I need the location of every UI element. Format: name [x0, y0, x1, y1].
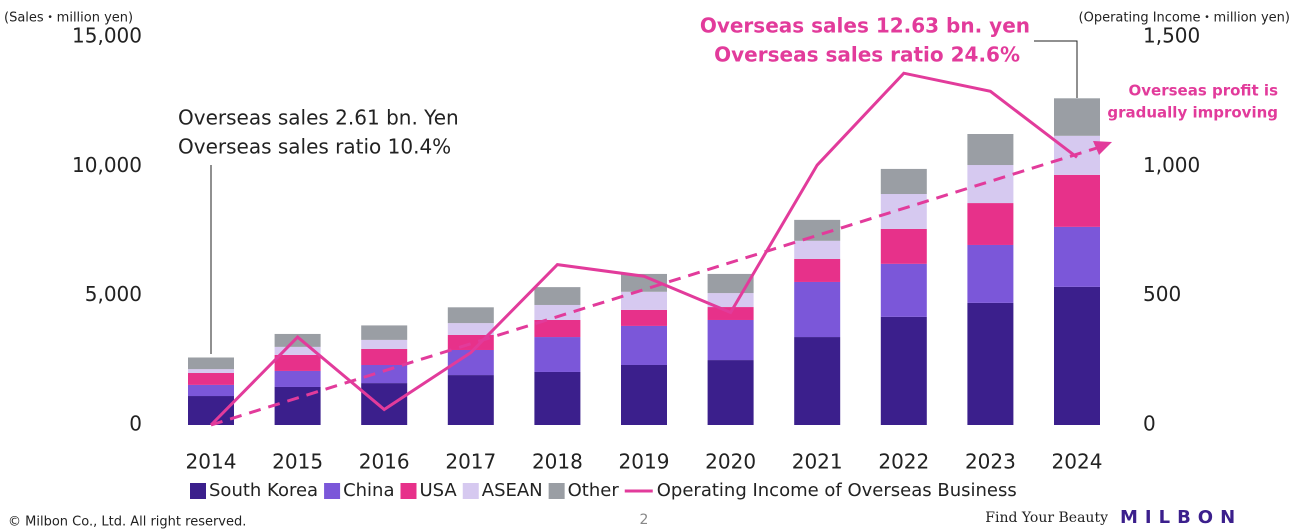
- bar-segment: [534, 319, 581, 338]
- bar-segment: [274, 333, 321, 347]
- bar-segment: [1054, 286, 1100, 425]
- tagline: Find Your Beauty: [985, 510, 1108, 526]
- y2-tick-label: 1,500: [1143, 24, 1200, 48]
- bar-segment: [621, 309, 667, 326]
- legend-swatch: [462, 483, 479, 499]
- bar-segment: [880, 263, 927, 317]
- y2-tick-label: 0: [1143, 412, 1156, 436]
- bar-segment: [707, 360, 754, 425]
- bar-segment: [880, 316, 927, 425]
- bar-segment: [1054, 174, 1100, 227]
- annotation: Overseas sales 2.61 bn. Yen: [178, 106, 459, 130]
- bar-segment: [967, 134, 1014, 166]
- y-tick-label: 10,000: [72, 153, 142, 177]
- legend-swatch: [400, 483, 417, 499]
- annotation: Overseas sales ratio 24.6%: [714, 43, 1020, 67]
- bar-segment: [447, 307, 494, 324]
- legend-swatch: [324, 483, 341, 499]
- bar-segment: [967, 244, 1014, 303]
- bar-segment: [794, 258, 841, 282]
- legend-label: Other: [568, 480, 620, 501]
- bar-segment: [274, 346, 321, 355]
- y2-axis-label: (Operating Income・million yen): [1079, 11, 1290, 26]
- bar-segment: [621, 291, 667, 310]
- bar-segment: [1054, 226, 1100, 287]
- copyright: © Milbon Co., Ltd. All right reserved.: [8, 515, 246, 530]
- bar-segment: [534, 337, 581, 372]
- annotation: Overseas sales 12.63 bn. yen: [700, 14, 1030, 38]
- x-tick-label: 2014: [186, 450, 237, 474]
- bar-segment: [967, 165, 1014, 204]
- x-tick-label: 2020: [705, 450, 756, 474]
- bar-segment: [188, 357, 234, 370]
- x-tick-label: 2017: [445, 450, 496, 474]
- legend-swatch: [190, 483, 206, 499]
- bar-segment: [707, 293, 754, 308]
- x-tick-label: 2015: [272, 450, 323, 474]
- legend-label: China: [343, 480, 394, 501]
- trend-arrow: [210, 145, 1101, 427]
- x-tick-label: 2016: [359, 450, 410, 474]
- bar-segment: [1054, 98, 1100, 136]
- bar-segment: [534, 304, 581, 320]
- y2-tick-label: 500: [1143, 282, 1181, 306]
- bar-segment: [794, 240, 841, 259]
- bar-segment: [707, 319, 754, 361]
- income-line: [209, 71, 1078, 427]
- bar-segment: [880, 228, 927, 264]
- bar-segment: [880, 194, 927, 229]
- bar-segment: [361, 348, 408, 365]
- bar-segment: [621, 364, 667, 425]
- legend-label: Operating Income of Overseas Business: [657, 480, 1017, 501]
- annotation: gradually improving: [1107, 104, 1278, 122]
- bar-segment: [361, 339, 408, 349]
- bar-segment: [274, 370, 321, 387]
- y-tick-label: 5,000: [85, 282, 142, 306]
- legend-label: ASEAN: [482, 480, 543, 501]
- legend-label: USA: [420, 480, 458, 501]
- bar-segment: [361, 364, 408, 384]
- bar-segment: [188, 369, 234, 374]
- legend-swatch: [548, 483, 565, 499]
- x-tick-label: 2021: [792, 450, 843, 474]
- x-tick-label: 2023: [965, 450, 1016, 474]
- bar-segment: [707, 273, 754, 294]
- x-tick-label: 2019: [619, 450, 670, 474]
- bar-segment: [361, 383, 408, 425]
- annotation: Overseas profit is: [1129, 82, 1279, 100]
- bar-segment: [794, 337, 841, 425]
- bar-segment: [621, 325, 667, 365]
- logo: MILBON: [1120, 507, 1242, 528]
- y-tick-label: 0: [129, 412, 142, 436]
- x-tick-label: 2018: [532, 450, 583, 474]
- bar-segment: [188, 384, 234, 397]
- y-tick-label: 15,000: [72, 24, 142, 48]
- bar-segment: [188, 373, 234, 385]
- bar-segment: [534, 287, 581, 305]
- bar-segment: [274, 354, 321, 371]
- y-axis-label: (Sales・million yen): [4, 11, 133, 26]
- y2-tick-label: 1,000: [1143, 153, 1200, 177]
- leader-line: [1034, 40, 1078, 98]
- bar-segment: [447, 375, 494, 425]
- bar-segment: [794, 281, 841, 338]
- bar-segment: [534, 371, 581, 425]
- bar-segment: [967, 302, 1014, 425]
- arrow-head: [1093, 141, 1112, 155]
- bar-segment: [880, 168, 927, 195]
- bar-segment: [794, 219, 841, 241]
- bar-segment: [361, 325, 408, 340]
- annotation: Overseas sales ratio 10.4%: [178, 135, 451, 159]
- legend-label: South Korea: [209, 480, 318, 501]
- page-number: 2: [640, 512, 649, 528]
- x-tick-label: 2024: [1052, 450, 1103, 474]
- x-tick-label: 2022: [878, 450, 929, 474]
- bar-segment: [447, 323, 494, 335]
- bar-segment: [967, 203, 1014, 245]
